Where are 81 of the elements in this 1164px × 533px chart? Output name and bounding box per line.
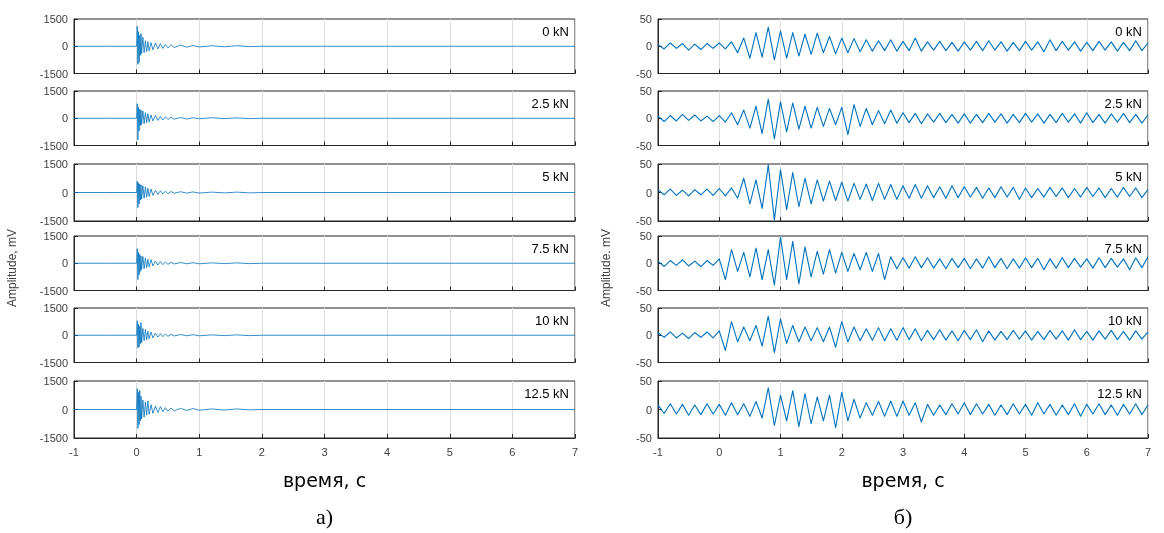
y-tick-label: 0 <box>645 403 652 415</box>
y-tick-label: -1500 <box>39 214 68 227</box>
x-tick-label: 2 <box>258 445 265 457</box>
y-axis-title: Amplitude, mV <box>5 228 19 307</box>
x-tick-label: 5 <box>1022 445 1029 457</box>
y-tick-label: 1500 <box>43 157 68 170</box>
y-tick-label: -50 <box>636 214 652 227</box>
annotation: 5 kN <box>1115 168 1142 184</box>
annotation: 2.5 kN <box>1104 96 1143 112</box>
y-tick-label: 0 <box>645 329 652 342</box>
annotation: 5 kN <box>542 168 569 184</box>
y-tick-label: -1500 <box>39 431 68 444</box>
annotation: 0 kN <box>542 24 569 39</box>
y-tick-label: 0 <box>61 40 68 53</box>
x-axis-title: время, с <box>282 468 367 490</box>
y-tick-label: 0 <box>645 112 652 125</box>
y-tick-label: 0 <box>61 112 68 125</box>
y-tick-label: 0 <box>61 403 68 415</box>
annotation: 10 kN <box>1108 313 1143 329</box>
x-tick-label: 3 <box>321 445 328 457</box>
annotation: 7.5 kN <box>531 240 570 256</box>
y-tick-label: 1500 <box>43 374 68 387</box>
x-tick-label: 0 <box>133 445 140 457</box>
y-tick-label: 0 <box>61 329 68 342</box>
y-tick-label: 50 <box>639 302 652 315</box>
y-tick-label: 1500 <box>43 229 68 242</box>
x-axis-title: время, с <box>861 468 945 490</box>
y-tick-label: -50 <box>636 67 652 80</box>
y-tick-label: 50 <box>639 157 652 170</box>
x-tick-label: 4 <box>384 445 391 457</box>
y-tick-label: 0 <box>645 257 652 270</box>
x-tick-label: -1 <box>653 445 663 457</box>
annotation: 12.5 kN <box>1097 385 1143 401</box>
y-tick-label: 50 <box>639 374 652 387</box>
x-tick-label: 6 <box>509 445 516 457</box>
x-tick-label: 7 <box>571 445 579 457</box>
y-tick-label: -50 <box>636 431 652 444</box>
annotation: 10 kN <box>535 313 570 329</box>
line-series <box>657 26 1149 61</box>
line-series <box>657 386 1149 428</box>
line-series <box>657 164 1149 220</box>
y-tick-label: 50 <box>639 229 652 242</box>
y-tick-label: 50 <box>639 85 652 98</box>
y-tick-label: -1500 <box>39 139 68 152</box>
line-series <box>73 180 576 208</box>
line-series <box>73 25 576 65</box>
y-tick-label: -50 <box>636 139 652 152</box>
y-tick-label: 0 <box>61 257 68 270</box>
y-tick-label: 0 <box>61 186 68 199</box>
y-tick-label: 0 <box>645 186 652 199</box>
y-tick-label: -1500 <box>39 67 68 80</box>
x-tick-label: 3 <box>899 445 907 457</box>
line-series <box>657 98 1149 140</box>
y-tick-label: 50 <box>639 13 652 25</box>
x-tick-label: 7 <box>1144 445 1152 457</box>
line-series <box>657 315 1149 354</box>
y-tick-label: -1500 <box>39 284 68 297</box>
y-tick-label: 1500 <box>43 85 68 98</box>
annotation: 0 kN <box>1115 24 1142 39</box>
x-tick-label: 0 <box>716 445 723 457</box>
x-tick-label: 5 <box>446 445 453 457</box>
y-tick-label: 1500 <box>43 13 68 25</box>
y-tick-label: 0 <box>645 40 652 53</box>
line-series <box>73 387 576 429</box>
line-series <box>657 236 1149 286</box>
text: а) <box>315 503 334 529</box>
y-axis-title: Amplitude. mV <box>599 228 613 307</box>
x-tick-label: 2 <box>838 445 845 457</box>
x-tick-label: 1 <box>777 445 784 457</box>
y-tick-label: 1500 <box>43 302 68 315</box>
annotation: 12.5 kN <box>524 385 570 401</box>
x-tick-label: -1 <box>69 445 79 457</box>
annotation: 7.5 kN <box>1104 240 1143 256</box>
annotation: 2.5 kN <box>531 96 570 112</box>
x-tick-label: 6 <box>1083 445 1090 457</box>
text: б) <box>893 503 913 529</box>
x-tick-label: 4 <box>961 445 968 457</box>
x-tick-label: 1 <box>196 445 203 457</box>
y-tick-label: -50 <box>636 356 652 369</box>
y-tick-label: -1500 <box>39 356 68 369</box>
y-tick-label: -50 <box>636 284 652 297</box>
